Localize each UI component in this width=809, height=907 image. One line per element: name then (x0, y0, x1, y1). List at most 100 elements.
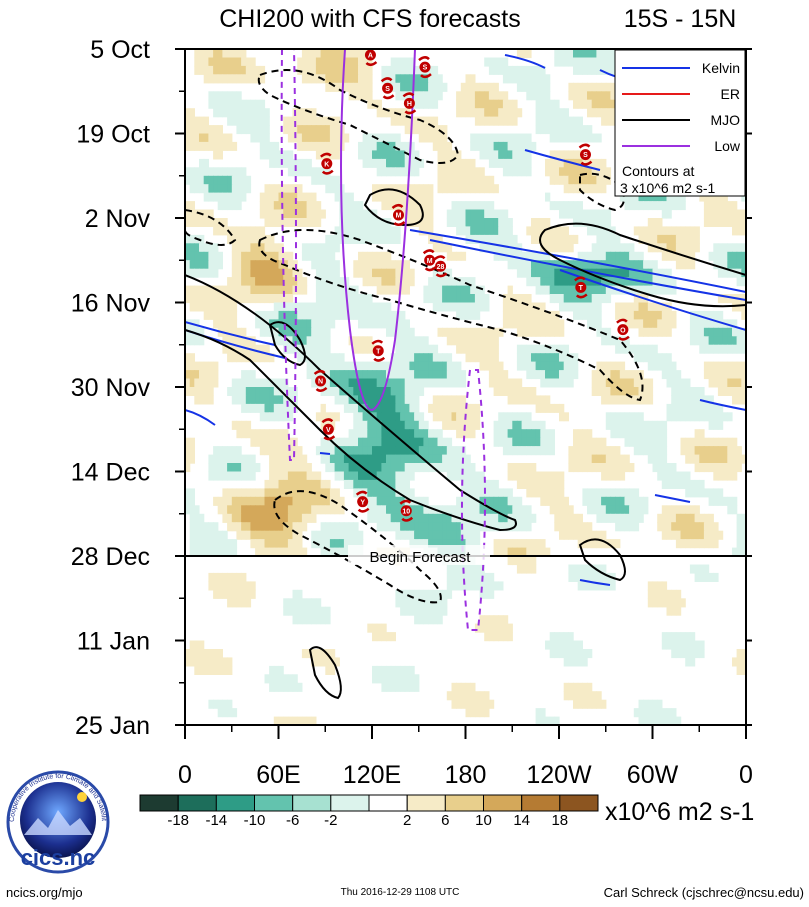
shade-cell (521, 302, 527, 312)
shade-cell (231, 260, 238, 270)
shade-cell (395, 57, 401, 67)
shade-cell (685, 539, 691, 549)
shade-cell (460, 201, 467, 211)
shade-cell (540, 268, 546, 278)
shade-cell (199, 57, 205, 67)
shade-cell (446, 141, 453, 151)
shade-cell (428, 277, 434, 287)
shade-cell (512, 429, 518, 439)
shade-cell (442, 522, 448, 532)
shade-cell (348, 361, 354, 371)
shade-cell (390, 277, 396, 287)
shade-cell (208, 378, 214, 388)
shade-cell (301, 57, 308, 67)
shade-cell (306, 310, 312, 320)
shade-cell (666, 716, 672, 725)
shade-cell (250, 294, 256, 304)
shade-cell (199, 234, 205, 244)
shade-cell (699, 192, 705, 202)
shade-cell (301, 547, 308, 557)
shade-cell (531, 277, 537, 287)
shade-cell (311, 192, 317, 202)
shade-cell (343, 226, 350, 236)
shade-cell (451, 285, 457, 295)
shade-cell (451, 420, 457, 430)
shade-cell (484, 175, 490, 185)
shade-cell (213, 302, 219, 312)
shade-cell (217, 665, 223, 675)
shade-cell (283, 251, 289, 261)
shade-cell (409, 65, 415, 75)
shade-cell (442, 420, 448, 430)
shade-cell (587, 564, 593, 574)
shade-cell (381, 395, 387, 405)
shade-cell (535, 353, 541, 363)
shade-cell (573, 429, 579, 439)
shade-cell (512, 539, 518, 549)
shade-cell (456, 463, 462, 473)
shade-cell (675, 234, 682, 244)
shade-cell (675, 632, 682, 642)
storm-icon (433, 255, 448, 278)
shade-cell (292, 158, 298, 168)
shade-cell (545, 82, 551, 92)
shade-cell (675, 403, 682, 413)
shade-cell (460, 471, 467, 481)
shade-cell (568, 657, 574, 667)
shade-cell (334, 454, 340, 464)
shade-cell (703, 201, 710, 211)
storm-label: S (423, 65, 428, 72)
shade-cell (236, 344, 242, 354)
shade-cell (708, 395, 714, 405)
shade-cell (414, 167, 420, 177)
shade-cell (348, 530, 354, 540)
shade-cell (629, 437, 635, 447)
shade-cell (671, 716, 677, 725)
shade-cell (250, 226, 256, 236)
shade-cell (273, 505, 280, 515)
shade-cell (507, 226, 513, 236)
shade-cell (498, 133, 504, 143)
shade-cell (456, 158, 462, 168)
shade-cell (741, 513, 746, 523)
shade-cell (502, 91, 509, 101)
shade-cell (479, 294, 485, 304)
shade-cell (301, 716, 308, 725)
shade-cell (353, 294, 359, 304)
shade-cell (292, 522, 298, 532)
shade-cell (320, 175, 326, 185)
shade-cell (414, 361, 420, 371)
shade-cell (213, 141, 219, 151)
shade-cell (418, 378, 425, 388)
shade-cell (465, 463, 471, 473)
shade-cell (493, 632, 499, 642)
shade-cell (301, 218, 308, 227)
shade-cell (732, 302, 738, 312)
shade-cell (479, 615, 485, 625)
shade-cell (227, 539, 233, 549)
shade-cell (657, 581, 663, 591)
shade-cell (605, 57, 612, 67)
shade-cell (259, 496, 266, 506)
shade-cell (376, 437, 382, 447)
shade-cell (297, 530, 303, 540)
shade-cell (400, 82, 406, 92)
shade-cell (203, 539, 209, 549)
shade-cell (381, 277, 387, 287)
shade-cell (189, 640, 195, 650)
shade-cell (400, 429, 406, 439)
shade-cell (446, 395, 453, 405)
shade-cell (708, 344, 714, 354)
shade-cell (451, 691, 457, 701)
shade-cell (292, 310, 298, 320)
shade-cell (582, 91, 588, 101)
shade-cell (521, 150, 527, 160)
shade-cell (315, 125, 322, 135)
shade-cell (400, 674, 406, 684)
shade-cell (531, 564, 537, 574)
shade-cell (213, 65, 219, 75)
shade-cell (652, 344, 658, 354)
shade-cell (432, 530, 439, 540)
shade-cell (587, 572, 593, 582)
shade-cell (362, 420, 368, 430)
